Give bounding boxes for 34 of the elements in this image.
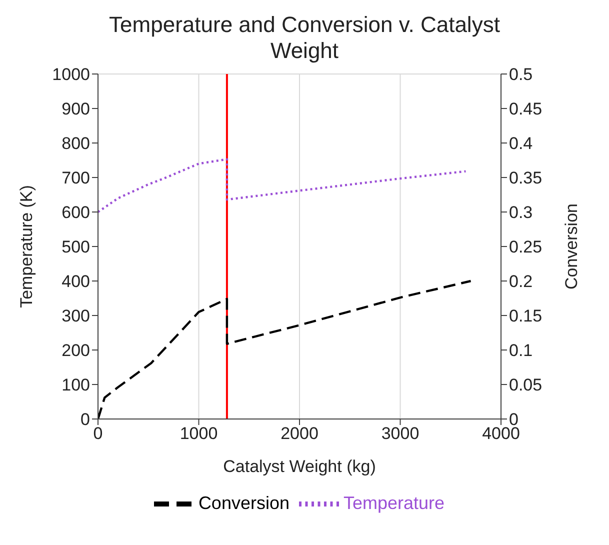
y-tick-label: 500 — [62, 238, 90, 257]
chart-title: Temperature and Conversion v. Catalyst Weight — [108, 11, 501, 64]
x-tick-label: 2000 — [280, 424, 318, 444]
y-tick-label: 400 — [62, 272, 90, 292]
x-tick-label: 0 — [93, 424, 103, 444]
y2-tick-label: 0.1 — [509, 341, 533, 360]
y2-axis-title: Conversion — [562, 204, 582, 290]
y2-tick-label: 0.35 — [509, 168, 542, 188]
y2-tick-label: 0.5 — [509, 65, 533, 84]
x-tick-label: 3000 — [381, 424, 420, 444]
line-series — [98, 158, 467, 214]
x-tick-label: 1000 — [180, 424, 218, 444]
y-tick-label: 100 — [62, 376, 90, 395]
y2-tick-label: 0.2 — [509, 272, 533, 292]
legend-label: Temperature — [343, 492, 445, 513]
y2-tick-label: 0.05 — [509, 376, 542, 395]
y-tick-label: 600 — [62, 203, 90, 222]
legend-label: Conversion — [198, 492, 290, 513]
y-tick-label: 200 — [62, 341, 90, 360]
y-tick-label: 800 — [62, 134, 90, 154]
y-axis-title: Temperature (K) — [17, 185, 36, 308]
y2-tick-label: 0.45 — [509, 100, 542, 119]
y-tick-label: 300 — [62, 306, 90, 326]
y-tick-label: 1000 — [52, 65, 90, 84]
y-tick-label: 0 — [80, 410, 90, 430]
y-tick-label: 900 — [62, 100, 90, 119]
y2-tick-label: 0.3 — [509, 203, 533, 222]
line-series — [98, 280, 472, 419]
x-tick-label: 4000 — [482, 424, 520, 444]
y-tick-label: 700 — [62, 168, 90, 188]
y2-tick-label: 0.25 — [509, 238, 542, 257]
y2-tick-label: 0.4 — [509, 134, 533, 154]
y2-tick-label: 0.15 — [509, 306, 542, 326]
x-axis-title: Catalyst Weight (kg) — [223, 457, 376, 476]
